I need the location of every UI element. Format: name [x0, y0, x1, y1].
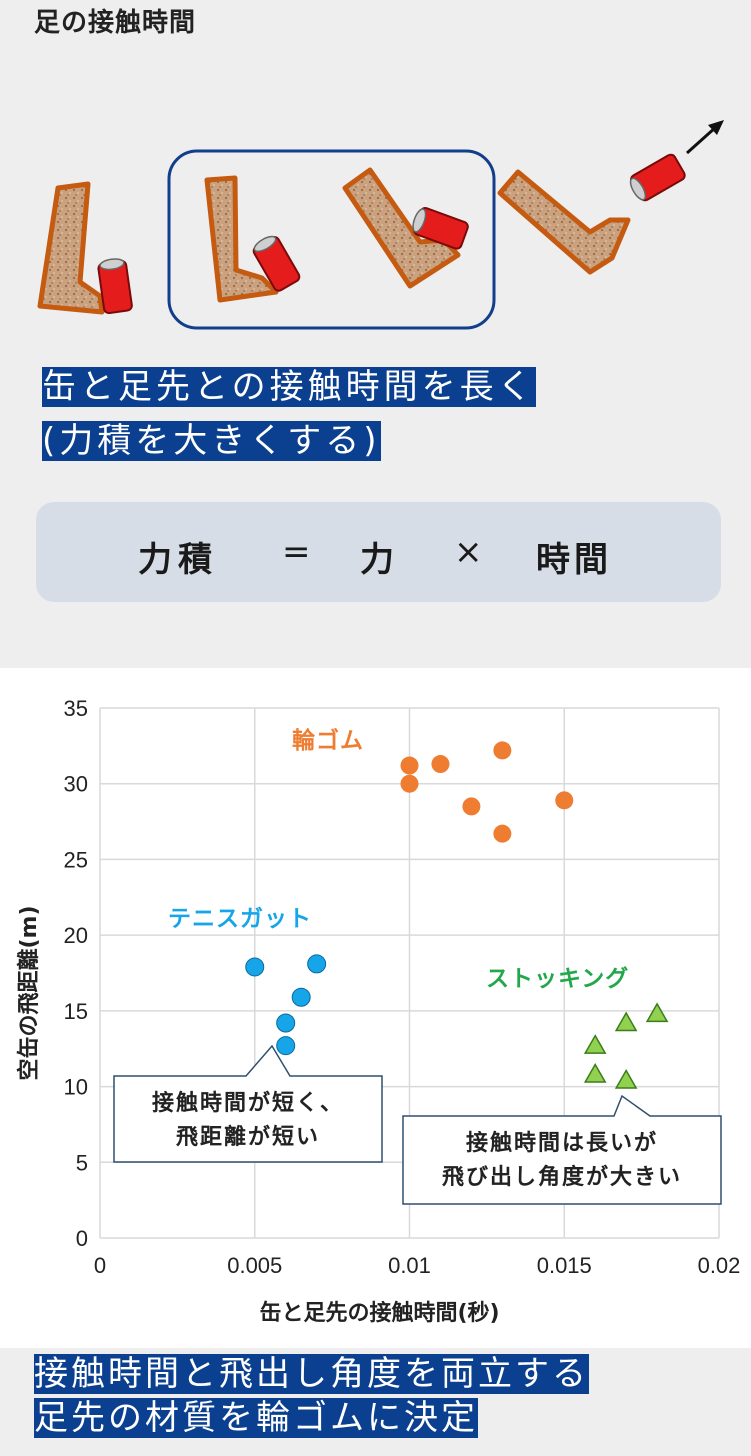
formula-box: 力積 = 力 × 時間 [36, 502, 721, 602]
caption: 缶と足先との接触時間を長く (力積を大きくする) [42, 360, 536, 468]
callout-box [402, 1094, 722, 1205]
data-point [583, 1062, 607, 1083]
leg-4 [497, 169, 631, 275]
y-tick-label: 25 [64, 847, 88, 872]
data-point [276, 1036, 296, 1056]
can-1 [97, 258, 133, 315]
data-point [431, 755, 450, 774]
data-point [493, 741, 512, 760]
y-tick-label: 30 [64, 772, 88, 797]
data-point [493, 824, 512, 843]
arrow-icon [685, 120, 724, 155]
series-label: 輪ゴム [292, 727, 364, 754]
y-tick-label: 15 [64, 999, 88, 1024]
series-label: テニスガット [168, 906, 312, 932]
data-point [291, 987, 311, 1007]
data-point [307, 954, 327, 974]
y-tick-label: 0 [76, 1226, 88, 1251]
leg-2 [204, 175, 279, 303]
caption-line-1: 缶と足先との接触時間を長く [42, 367, 536, 407]
formula-force: 力 [360, 540, 394, 580]
page-title: 足の接触時間 [34, 8, 197, 38]
formula-equals: = [282, 532, 311, 572]
conclusion-line-1: 接触時間と飛出し角度を両立する [34, 1354, 589, 1394]
data-point [400, 774, 419, 793]
y-axis-label: 空缶の飛距離(m) [16, 905, 42, 1080]
chart-panel: 0 5 10 15 20 25 30 35 0 0.005 0.01 0.015 0.02 缶と足先の接触… [0, 668, 751, 1348]
data-point [555, 791, 574, 810]
highlight-frame [167, 149, 496, 330]
x-tick-label: 0.02 [698, 1253, 741, 1278]
kick-illustration [37, 120, 724, 330]
can-3 [412, 207, 469, 250]
data-point [400, 756, 419, 775]
data-point [583, 1034, 607, 1054]
formula-times: × [454, 532, 483, 572]
y-tick-label: 5 [76, 1150, 88, 1175]
callout-text: 接触時間が短く、 [152, 1090, 344, 1116]
y-tick-label: 10 [64, 1075, 88, 1100]
callout-text: 飛び出し角度が大きい [442, 1164, 682, 1190]
series-label: ストッキング [486, 965, 629, 992]
y-tick-label: 35 [64, 696, 88, 721]
data-point [276, 1013, 296, 1033]
data-point [462, 797, 481, 816]
x-axis-label: 缶と足先の接触時間(秒) [259, 1300, 499, 1326]
callout-text: 飛距離が短い [176, 1124, 320, 1150]
data-point [614, 1069, 638, 1089]
y-tick-label: 20 [64, 923, 88, 948]
formula-time: 時間 [536, 540, 612, 580]
data-point [614, 1011, 638, 1032]
callout-text: 接触時間は長いが [466, 1130, 658, 1156]
conclusion-line-2: 足先の材質を輪ゴムに決定 [34, 1398, 478, 1438]
caption-line-2: (力積を大きくする) [42, 421, 381, 461]
data-point [245, 957, 265, 977]
scatter-chart: 0 5 10 15 20 25 30 35 0 0.005 0.01 0.015 0.02 缶と足先の接触… [16, 696, 741, 1326]
formula-impulse: 力積 [138, 540, 218, 580]
x-tick-label: 0.005 [227, 1253, 282, 1278]
x-tick-label: 0.015 [537, 1253, 592, 1278]
can-2 [252, 235, 301, 292]
can-4 [629, 153, 686, 202]
conclusion: 接触時間と飛出し角度を両立する 足先の材質を輪ゴムに決定 [34, 1352, 589, 1440]
leg-1 [37, 181, 105, 315]
callout-box [113, 1044, 383, 1163]
x-tick-label: 0.01 [388, 1253, 431, 1278]
x-tick-label: 0 [94, 1253, 106, 1278]
data-point [645, 1002, 669, 1023]
